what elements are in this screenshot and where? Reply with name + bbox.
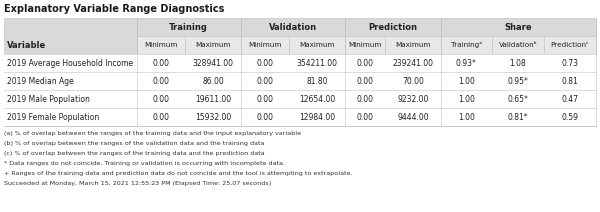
Text: 0.00: 0.00 [356, 59, 374, 67]
Text: 1.08: 1.08 [509, 59, 526, 67]
Bar [441, 36, 492, 54]
Bar [492, 36, 544, 54]
Text: 0.93*: 0.93* [456, 59, 477, 67]
Text: 1.00: 1.00 [458, 95, 475, 103]
Text: (c) % of overlap between the ranges of the training data and the prediction data: (c) % of overlap between the ranges of t… [4, 151, 265, 155]
Text: 19611.00: 19611.00 [195, 95, 231, 103]
Bar [289, 36, 345, 54]
Text: 12654.00: 12654.00 [299, 95, 335, 103]
Text: Maximum: Maximum [395, 42, 431, 48]
Text: * Data ranges do not coincide. Training or validation is occurring with incomple: * Data ranges do not coincide. Training … [4, 160, 285, 166]
Text: Trainingᵃ: Trainingᵃ [451, 42, 482, 48]
Text: 0.95*: 0.95* [508, 77, 529, 85]
Text: 0.81: 0.81 [562, 77, 578, 85]
Text: Minimum: Minimum [144, 42, 178, 48]
Text: 0.00: 0.00 [152, 95, 169, 103]
Text: 0.00: 0.00 [257, 77, 274, 85]
Text: 0.65*: 0.65* [508, 95, 529, 103]
Text: 1.00: 1.00 [458, 77, 475, 85]
Text: 0.00: 0.00 [152, 77, 169, 85]
Text: 2019 Male Population: 2019 Male Population [7, 95, 90, 103]
Bar [4, 90, 596, 108]
Text: 0.00: 0.00 [152, 113, 169, 121]
Text: Explanatory Variable Range Diagnostics: Explanatory Variable Range Diagnostics [4, 4, 224, 14]
Bar [137, 36, 185, 54]
Text: Variable: Variable [7, 40, 46, 49]
Text: 328941.00: 328941.00 [193, 59, 233, 67]
Text: 1.00: 1.00 [458, 113, 475, 121]
Text: 81.80: 81.80 [306, 77, 328, 85]
Text: Maximum: Maximum [299, 42, 335, 48]
Text: 0.00: 0.00 [152, 59, 169, 67]
Text: 0.00: 0.00 [257, 59, 274, 67]
Text: Minimum: Minimum [349, 42, 382, 48]
Text: Predictionᶜ: Predictionᶜ [551, 42, 589, 48]
Text: 2019 Average Household Income: 2019 Average Household Income [7, 59, 133, 67]
Bar [137, 18, 241, 36]
Text: Succeeded at Monday, March 15, 2021 12:55:23 PM (Elapsed Time: 25.07 seconds): Succeeded at Monday, March 15, 2021 12:5… [4, 180, 271, 186]
Text: 12984.00: 12984.00 [299, 113, 335, 121]
Bar [544, 36, 596, 54]
Bar [185, 36, 241, 54]
Text: 0.00: 0.00 [356, 113, 374, 121]
Text: 0.00: 0.00 [257, 95, 274, 103]
Text: (a) % of overlap between the ranges of the training data and the input explanato: (a) % of overlap between the ranges of t… [4, 131, 301, 135]
Text: + Ranges of the training data and prediction data do not coincide and the tool i: + Ranges of the training data and predic… [4, 170, 353, 176]
Bar [4, 72, 596, 90]
Bar [241, 36, 289, 54]
Text: Minimum: Minimum [248, 42, 282, 48]
Bar [4, 54, 596, 72]
Text: Share: Share [505, 22, 532, 32]
Text: Validation: Validation [269, 22, 317, 32]
Text: Validationᵇ: Validationᵇ [499, 42, 538, 48]
Text: 0.47: 0.47 [562, 95, 578, 103]
Text: 0.81*: 0.81* [508, 113, 528, 121]
Text: 0.00: 0.00 [356, 77, 374, 85]
Bar [345, 36, 385, 54]
Text: 2019 Female Population: 2019 Female Population [7, 113, 99, 121]
Bar [385, 36, 441, 54]
Text: Training: Training [169, 22, 208, 32]
Text: 0.00: 0.00 [257, 113, 274, 121]
Bar [4, 18, 137, 54]
Text: 9232.00: 9232.00 [397, 95, 429, 103]
Text: 9444.00: 9444.00 [397, 113, 429, 121]
Text: 0.00: 0.00 [356, 95, 374, 103]
Text: 239241.00: 239241.00 [392, 59, 434, 67]
Text: 0.73: 0.73 [562, 59, 578, 67]
Text: 354211.00: 354211.00 [296, 59, 338, 67]
Bar [0, 0, 600, 18]
Bar [441, 18, 596, 36]
Bar [241, 18, 345, 36]
Bar [4, 108, 596, 126]
Text: 86.00: 86.00 [202, 77, 224, 85]
Text: Prediction: Prediction [368, 22, 418, 32]
Text: 0.59: 0.59 [562, 113, 578, 121]
Text: 2019 Median Age: 2019 Median Age [7, 77, 74, 85]
Text: 15932.00: 15932.00 [195, 113, 231, 121]
Bar [345, 18, 441, 36]
Text: (b) % of overlap between the ranges of the validation data and the training data: (b) % of overlap between the ranges of t… [4, 141, 265, 145]
Text: Maximum: Maximum [195, 42, 231, 48]
Text: 70.00: 70.00 [402, 77, 424, 85]
